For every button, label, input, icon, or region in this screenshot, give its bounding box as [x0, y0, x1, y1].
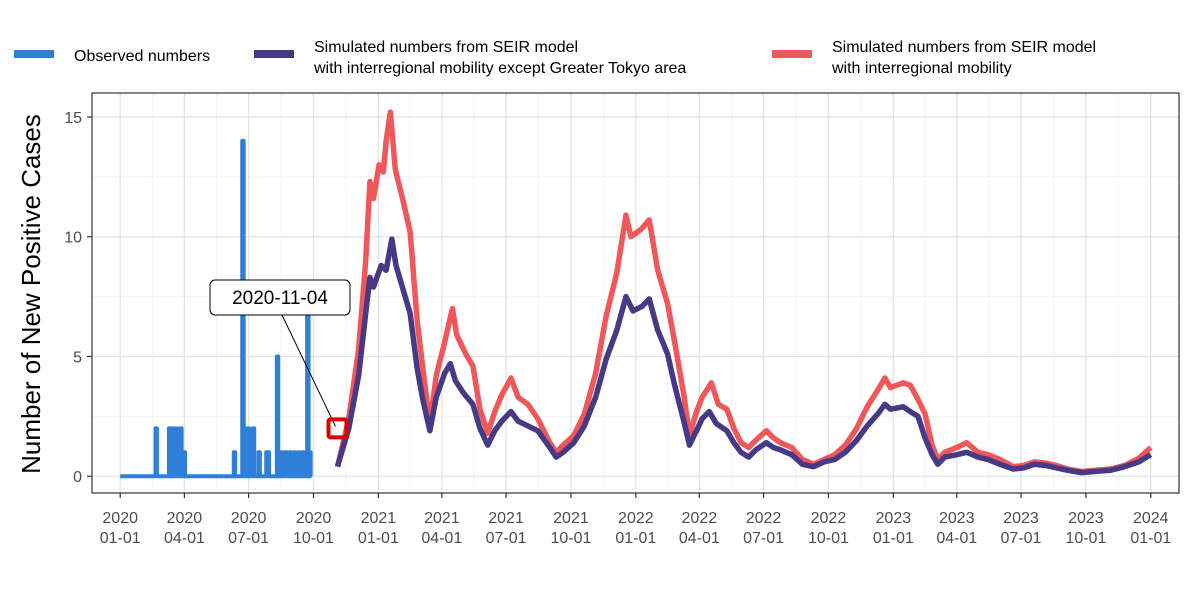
annotation-layer: 2020-11-04 — [209, 279, 351, 440]
x-tick-label: 2020 01-01 — [100, 510, 141, 547]
chart-legend: Observed numbers Simulated numbers from … — [14, 39, 1101, 77]
y-tick-label: 0 — [73, 469, 82, 486]
x-tick-label: 2023 01-01 — [873, 510, 914, 547]
x-tick-label: 2020 10-01 — [293, 510, 334, 547]
legend-label-full-mobility: Simulated numbers from SEIR model with i… — [831, 39, 1101, 77]
series-except-tokyo-line — [334, 236, 1153, 476]
y-tick-label: 5 — [73, 349, 82, 366]
y-tick-label: 10 — [64, 230, 82, 247]
x-tick-label: 2024 01-01 — [1130, 510, 1171, 547]
x-tick-label: 2023 04-01 — [936, 510, 977, 547]
annotation-label: 2020-11-04 — [232, 288, 328, 309]
plot-area: 2020-11-04 — [91, 92, 1180, 494]
x-tick-label: 2020 04-01 — [164, 510, 205, 547]
legend-swatch-except-tokyo — [254, 50, 294, 58]
y-axis-label: Number of New Positive Cases — [16, 114, 46, 474]
x-tick-label: 2023 10-01 — [1065, 510, 1106, 547]
x-tick-label: 2021 07-01 — [486, 510, 527, 547]
x-tick-label: 2021 01-01 — [358, 510, 399, 547]
annotation-box — [209, 279, 351, 316]
y-tick-label: 15 — [64, 110, 82, 127]
x-tick-label: 2023 07-01 — [1001, 510, 1042, 547]
annotation-marker — [326, 417, 349, 440]
x-tick-label: 2020 07-01 — [228, 510, 269, 547]
annotation-leader-line — [281, 314, 336, 427]
y-axis: 0 5 10 15 — [64, 110, 92, 486]
series-layer — [120, 109, 1153, 479]
x-tick-label: 2021 10-01 — [550, 510, 591, 547]
x-tick-label: 2022 04-01 — [679, 510, 720, 547]
x-axis: 2020 01-01 2020 04-01 2020 07-01 2020 10-01 2021… — [100, 493, 1171, 547]
x-tick-label: 2022 07-01 — [743, 510, 784, 547]
legend-swatch-full-mobility — [772, 50, 812, 58]
series-observed-line — [120, 138, 313, 479]
legend-label-observed: Observed numbers — [74, 48, 210, 65]
legend-label-except-tokyo: Simulated numbers from SEIR model with i… — [313, 39, 686, 77]
x-tick-label: 2022 10-01 — [808, 510, 849, 547]
x-tick-label: 2022 01-01 — [615, 510, 656, 547]
x-tick-label: 2021 04-01 — [421, 510, 462, 547]
legend-swatch-observed — [14, 50, 54, 58]
